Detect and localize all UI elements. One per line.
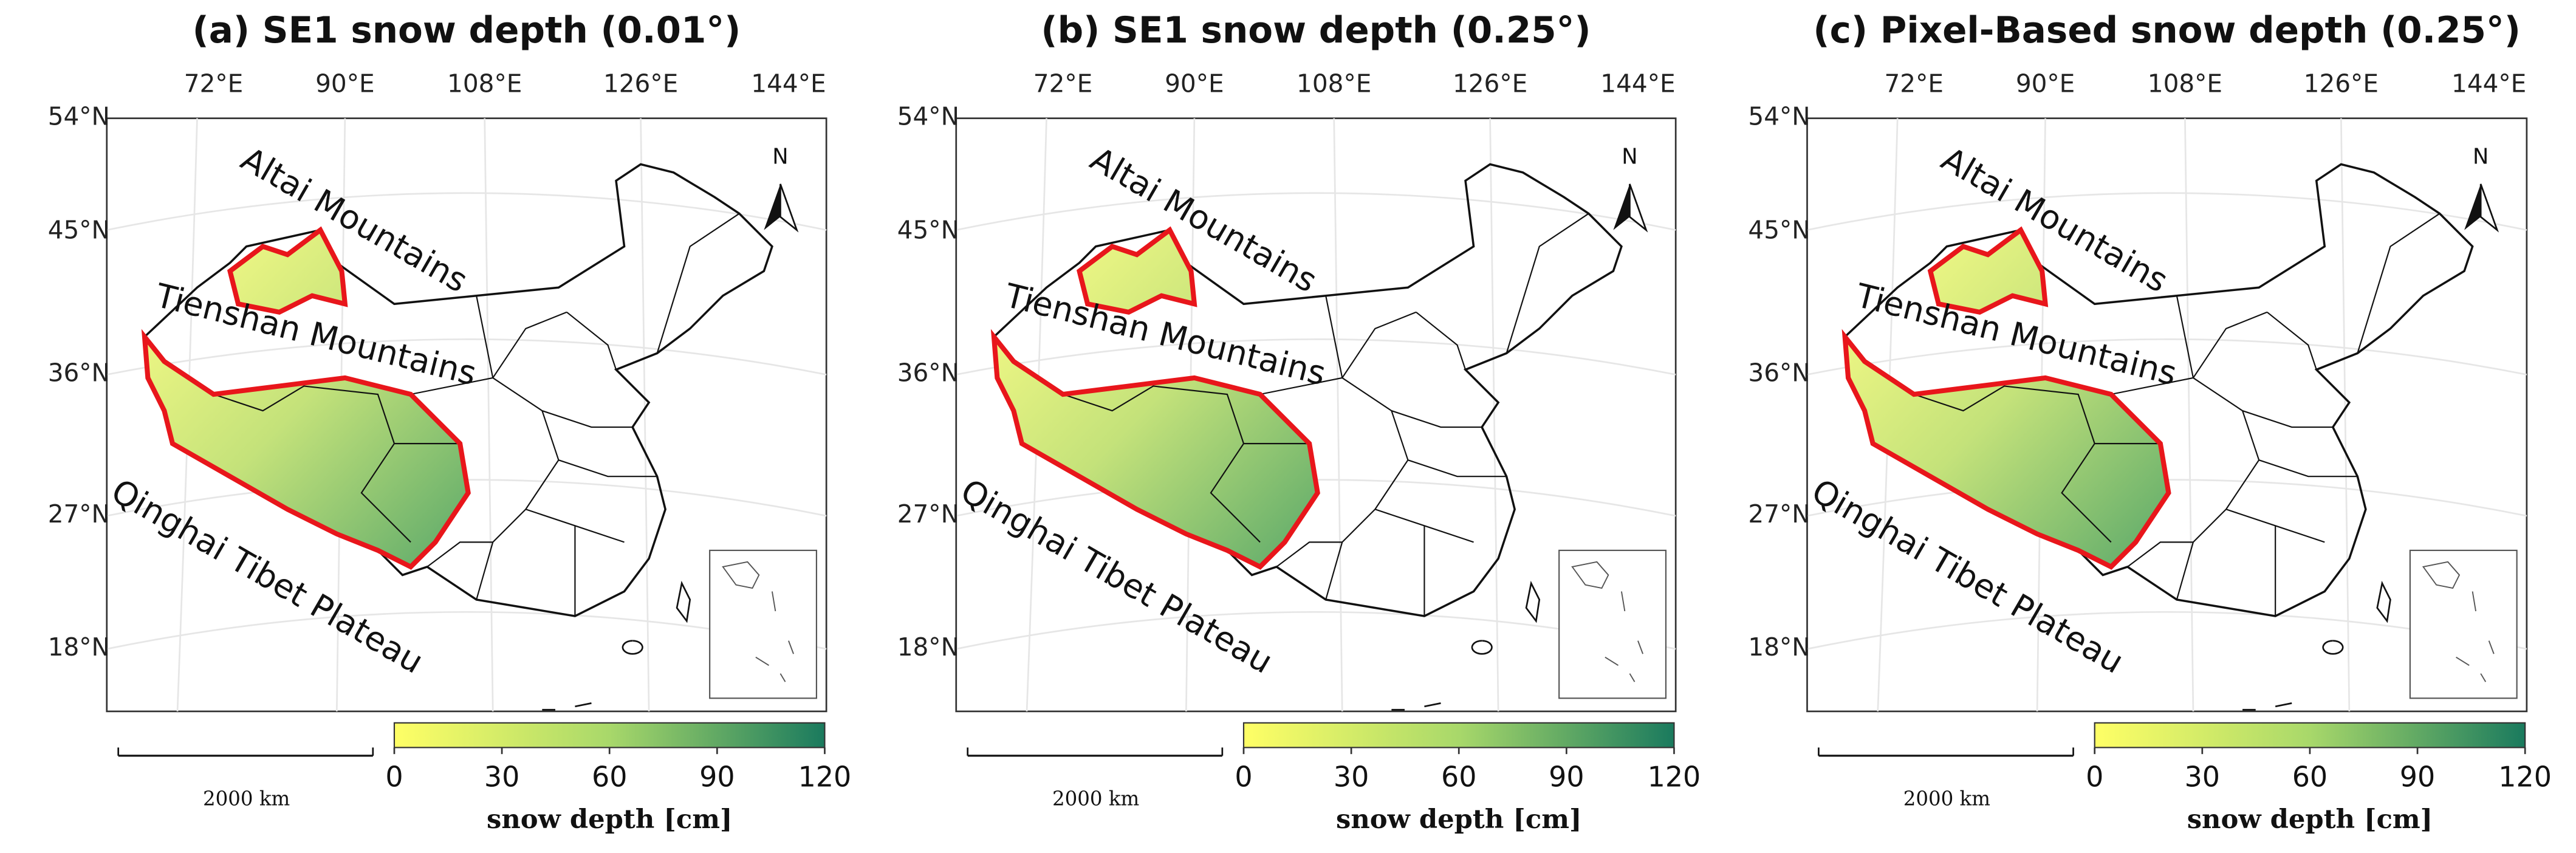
longitude-label: 108°E (1297, 69, 1371, 98)
latitude-label: 18°N (1748, 632, 1810, 662)
latitude-label: 36°N (897, 358, 959, 388)
longitude-label: 72°E (184, 69, 243, 98)
colorbar-tick-label: 60 (592, 760, 627, 793)
china-map (956, 118, 1676, 711)
longitude-label: 90°E (2016, 69, 2075, 98)
panel-title: (c) Pixel-Based snow depth (0.25°) (1813, 10, 2521, 52)
map-panel: (c) Pixel-Based snow depth (0.25°) 72°E 90… (1748, 10, 2552, 835)
china-map (107, 118, 826, 711)
colorbar-tick-label: 0 (2086, 760, 2103, 793)
colorbar-tick-label: 30 (2185, 760, 2220, 793)
longitude-label: 72°E (1033, 69, 1093, 98)
colorbar-label: snow depth [cm] (1336, 804, 1581, 835)
colorbar-label: snow depth [cm] (487, 804, 732, 835)
map-panel: (a) SE1 snow depth (0.01°) 72°E 90°E 108°E 1… (48, 10, 852, 835)
colorbar-tick-label: 60 (1441, 760, 1476, 793)
latitude-label: 54°N (48, 102, 110, 131)
colorbar-tick-label: 90 (699, 760, 735, 793)
panel-title: (b) SE1 snow depth (0.25°) (1041, 10, 1591, 52)
longitude-label: 126°E (603, 69, 678, 98)
latitude-label: 45°N (1748, 215, 1810, 244)
latitude-label: 18°N (48, 632, 110, 662)
latitude-label: 27°N (897, 499, 959, 529)
colorbar (2094, 722, 2526, 749)
colorbar-tick-label: 30 (1334, 760, 1369, 793)
latitude-label: 54°N (897, 102, 959, 131)
north-label: N (772, 145, 788, 170)
latitude-label: 18°N (897, 632, 959, 662)
longitude-label: 144°E (1600, 69, 1675, 98)
latitude-label: 54°N (1748, 102, 1810, 131)
longitude-label: 90°E (315, 69, 375, 98)
colorbar-tick-label: 120 (2498, 760, 2552, 793)
latitude-label: 27°N (48, 499, 110, 529)
longitude-label: 108°E (2148, 69, 2222, 98)
latitude-label: 45°N (48, 215, 110, 244)
colorbar (1242, 722, 1675, 749)
china-map (1807, 118, 2526, 711)
longitude-label: 90°E (1165, 69, 1224, 98)
colorbar (393, 722, 826, 749)
latitude-label: 36°N (48, 358, 110, 388)
north-label: N (1622, 145, 1637, 170)
colorbar-tick-label: 30 (484, 760, 519, 793)
longitude-label: 126°E (2304, 69, 2379, 98)
latitude-label: 27°N (1748, 499, 1810, 529)
colorbar-tick-label: 90 (2400, 760, 2435, 793)
longitude-label: 72°E (1885, 69, 1944, 98)
north-label: N (2473, 145, 2489, 170)
colorbar-label: snow depth [cm] (2187, 804, 2433, 835)
map-panel: (b) SE1 snow depth (0.25°) 72°E 90°E 108°E 1… (897, 10, 1701, 835)
colorbar-tick-label: 120 (1648, 760, 1701, 793)
scale-bar-label: 2000 km (203, 787, 290, 810)
colorbar-tick-label: 0 (385, 760, 403, 793)
scale-bar-label: 2000 km (1903, 787, 1990, 810)
longitude-label: 144°E (751, 69, 826, 98)
longitude-label: 126°E (1453, 69, 1527, 98)
longitude-label: 108°E (447, 69, 522, 98)
colorbar-tick-label: 90 (1549, 760, 1584, 793)
panel-title: (a) SE1 snow depth (0.01°) (193, 10, 741, 52)
scale-bar-label: 2000 km (1052, 787, 1139, 810)
latitude-label: 36°N (1748, 358, 1810, 388)
longitude-label: 144°E (2451, 69, 2526, 98)
colorbar-tick-label: 60 (2292, 760, 2328, 793)
colorbar-tick-label: 0 (1235, 760, 1252, 793)
colorbar-tick-label: 120 (798, 760, 852, 793)
latitude-label: 45°N (897, 215, 959, 244)
